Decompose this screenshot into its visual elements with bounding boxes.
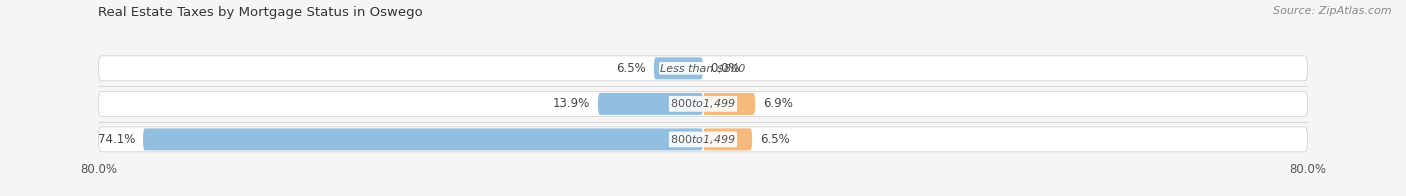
FancyBboxPatch shape bbox=[98, 56, 1308, 81]
Text: 6.5%: 6.5% bbox=[617, 62, 647, 75]
FancyBboxPatch shape bbox=[703, 128, 752, 150]
Text: Source: ZipAtlas.com: Source: ZipAtlas.com bbox=[1274, 6, 1392, 16]
FancyBboxPatch shape bbox=[98, 127, 1308, 152]
Text: Real Estate Taxes by Mortgage Status in Oswego: Real Estate Taxes by Mortgage Status in … bbox=[98, 6, 423, 19]
Text: $800 to $1,499: $800 to $1,499 bbox=[671, 133, 735, 146]
Text: Less than $800: Less than $800 bbox=[661, 63, 745, 73]
FancyBboxPatch shape bbox=[143, 128, 703, 150]
Text: 6.5%: 6.5% bbox=[759, 133, 789, 146]
Text: 0.0%: 0.0% bbox=[710, 62, 740, 75]
Text: 6.9%: 6.9% bbox=[762, 97, 793, 110]
FancyBboxPatch shape bbox=[598, 93, 703, 115]
Text: 13.9%: 13.9% bbox=[553, 97, 591, 110]
Text: 74.1%: 74.1% bbox=[98, 133, 135, 146]
FancyBboxPatch shape bbox=[654, 57, 703, 79]
FancyBboxPatch shape bbox=[703, 93, 755, 115]
Text: $800 to $1,499: $800 to $1,499 bbox=[671, 97, 735, 110]
FancyBboxPatch shape bbox=[98, 92, 1308, 116]
